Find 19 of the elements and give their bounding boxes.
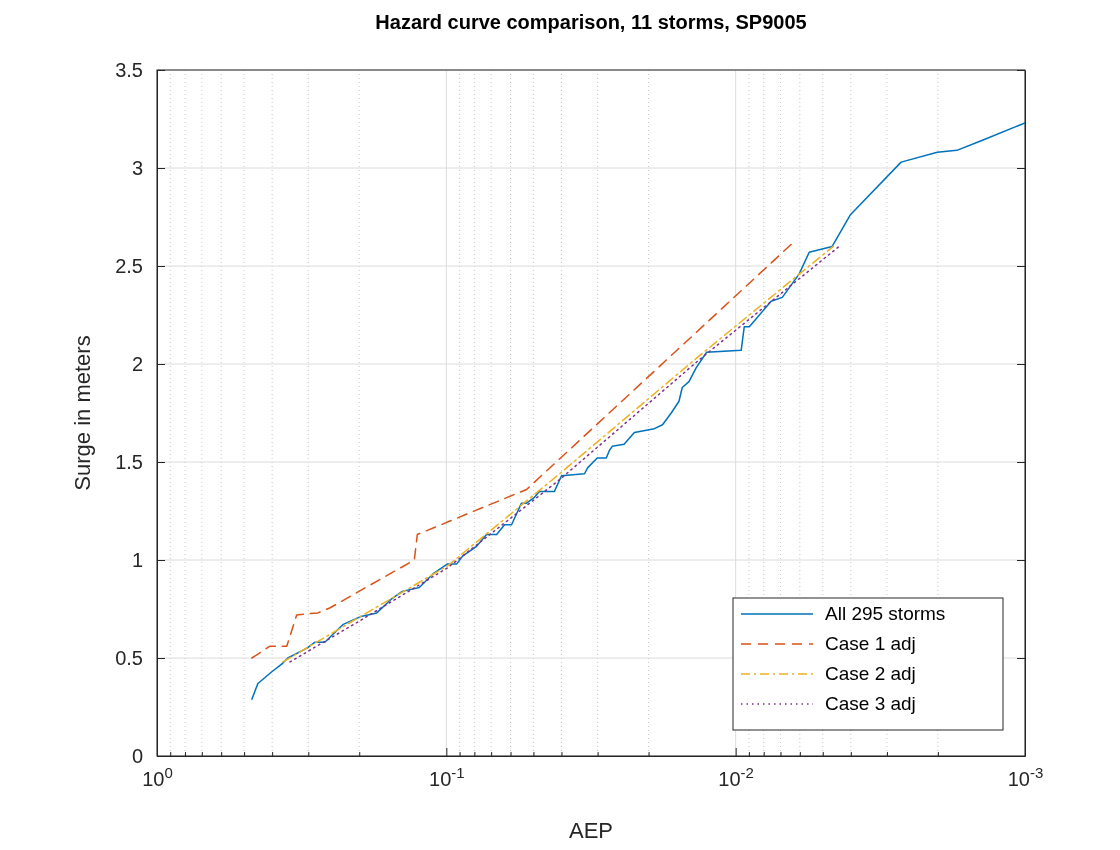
y-tick-label: 1.5 xyxy=(115,450,143,473)
x-tick-label: 10$^{0}$ xyxy=(142,763,173,790)
x-tick-label: 10$^{-1}$ xyxy=(429,763,465,790)
y-tick-label: 0.5 xyxy=(115,646,143,669)
x-axis-title: AEP xyxy=(568,818,614,843)
legend-label: Case 1 adj xyxy=(825,633,916,654)
y-tick-label: 1 xyxy=(131,548,143,571)
y-tick-label: 3 xyxy=(131,156,143,179)
y-axis-title: Surge in meters xyxy=(70,335,95,491)
y-tick-label: 2 xyxy=(131,352,143,375)
chart-title: Hazard curve comparison, 11 storms, SP9005 xyxy=(375,11,807,33)
x-tick-label: 10$^{-2}$ xyxy=(718,763,754,790)
y-tick-label: 0 xyxy=(131,744,143,767)
x-tick-label: 10$^{-3}$ xyxy=(1007,763,1044,790)
legend-label: All 295 storms xyxy=(825,603,946,624)
legend-label: Case 2 adj xyxy=(825,663,916,684)
legend-label: Case 3 adj xyxy=(825,693,916,714)
y-tick-label: 2.5 xyxy=(115,254,143,277)
y-tick-label: 3.5 xyxy=(115,58,143,81)
